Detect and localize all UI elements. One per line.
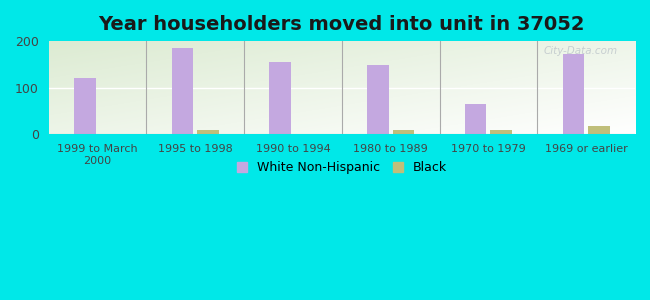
Bar: [197, 130, 218, 134]
Bar: [367, 65, 389, 134]
Bar: [465, 104, 486, 134]
Bar: [74, 78, 96, 134]
Text: City-Data.com: City-Data.com: [543, 46, 618, 56]
Bar: [588, 126, 610, 134]
Bar: [270, 62, 291, 134]
Bar: [393, 130, 414, 134]
Bar: [563, 54, 584, 134]
Bar: [490, 130, 512, 134]
Bar: [172, 48, 193, 134]
Title: Year householders moved into unit in 37052: Year householders moved into unit in 370…: [99, 15, 585, 34]
Legend: White Non-Hispanic, Black: White Non-Hispanic, Black: [232, 156, 452, 179]
